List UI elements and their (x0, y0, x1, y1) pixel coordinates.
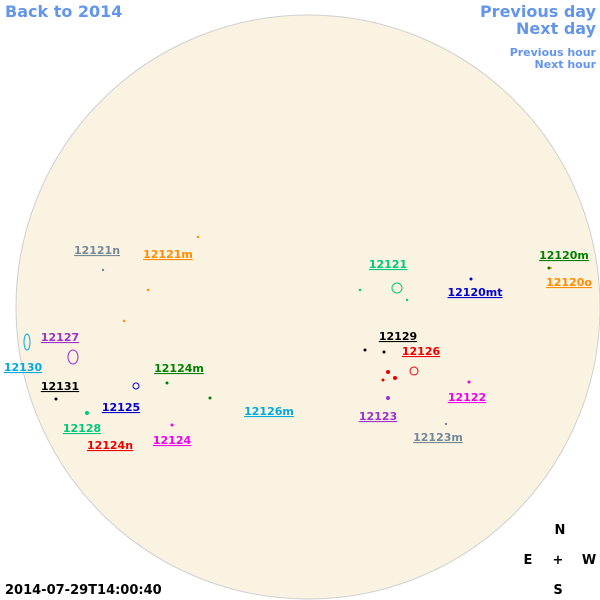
region-label[interactable]: 12126 (402, 345, 441, 358)
next-hour-link[interactable]: Next hour (535, 58, 597, 71)
sunspot (405, 298, 409, 302)
timestamp: 2014-07-29T14:00:40 (5, 583, 162, 598)
region-labels: 12121n 12121m 12121 12120m 12120mt 12120… (4, 244, 592, 452)
back-link[interactable]: Back to 2014 (5, 2, 122, 21)
sunspot (547, 266, 551, 270)
region-label[interactable]: 12130 (4, 361, 43, 374)
sunspot (382, 350, 386, 354)
sunspot (444, 422, 448, 426)
region-label[interactable]: 12121 (369, 258, 407, 271)
region-label[interactable]: 12123 (359, 410, 397, 423)
region-label[interactable]: 12126m (244, 405, 294, 418)
compass-east: E (524, 553, 533, 568)
sunspot (101, 268, 105, 272)
next-day-link[interactable]: Next day (516, 19, 597, 38)
sunspot (381, 378, 385, 382)
region-label[interactable]: 12129 (379, 330, 417, 343)
sunspot (54, 397, 58, 401)
sunspot (196, 235, 200, 239)
region-label[interactable]: 12122 (448, 391, 486, 404)
region-label[interactable]: 12124 (153, 434, 192, 447)
region-label[interactable]: 12124m (154, 362, 204, 375)
sunspot (386, 370, 390, 374)
region-label[interactable]: 12120m (539, 249, 589, 262)
sunspot (146, 288, 150, 292)
compass-south: S (553, 583, 562, 598)
region-label[interactable]: 12124n (87, 439, 133, 452)
region-label[interactable]: 12120mt (448, 286, 503, 299)
region-label[interactable]: 12123m (413, 431, 463, 444)
sunspot (358, 288, 362, 292)
sunspot (363, 348, 367, 352)
region-label[interactable]: 12128 (63, 422, 101, 435)
region-label[interactable]: 12127 (41, 331, 79, 344)
sunspot (165, 381, 169, 385)
sunspot (467, 380, 471, 384)
sunspot (23, 333, 31, 351)
sunspot (550, 267, 552, 269)
sunspot (85, 411, 89, 415)
region-label[interactable]: 12125 (102, 401, 140, 414)
previous-day-link[interactable]: Previous day (480, 2, 597, 21)
solar-disc (15, 14, 600, 600)
previous-hour-link[interactable]: Previous hour (510, 46, 597, 59)
sunspot (122, 319, 126, 323)
compass-north: N (555, 523, 566, 538)
sunspot (67, 349, 79, 365)
sunspot (132, 382, 140, 390)
sunspots (23, 235, 552, 427)
sunspot (409, 366, 419, 376)
region-label[interactable]: 12121m (143, 248, 193, 261)
region-label[interactable]: 12121n (74, 244, 120, 257)
compass-center: + (553, 553, 564, 568)
compass-west: W (582, 553, 596, 568)
sunspot (208, 396, 212, 400)
sunspot (386, 396, 390, 400)
sunspot (469, 277, 473, 281)
region-label[interactable]: 12131 (41, 380, 79, 393)
sunspot (170, 423, 174, 427)
region-label[interactable]: 12120o (546, 276, 592, 289)
sunspot (391, 282, 403, 294)
sunspot (393, 376, 397, 380)
